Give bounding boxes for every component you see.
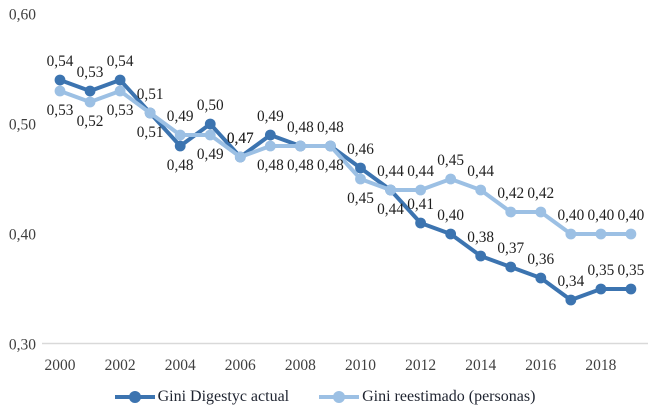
data-label: 0,42	[527, 185, 554, 202]
data-point	[565, 228, 577, 240]
legend-label: Gini reestimado (personas)	[362, 388, 536, 405]
data-point	[355, 173, 366, 185]
legend-label: Gini Digestyc actual	[157, 388, 290, 405]
data-point	[415, 184, 426, 196]
data-point	[264, 140, 276, 152]
data-label: 0,44	[467, 163, 494, 180]
data-point	[144, 107, 156, 119]
data-point	[325, 140, 336, 152]
data-point	[355, 162, 366, 174]
x-axis-tick-label: 2014	[465, 357, 496, 374]
data-label: 0,40	[588, 207, 615, 224]
data-point	[174, 140, 186, 152]
x-axis-tick-label: 2010	[345, 357, 376, 374]
data-point	[415, 217, 426, 229]
data-label: 0,53	[107, 102, 134, 119]
data-point	[595, 228, 607, 240]
data-label: 0,48	[167, 157, 194, 174]
x-axis-tick-label: 2008	[285, 357, 316, 374]
data-point	[625, 283, 637, 295]
data-label: 0,54	[107, 53, 134, 70]
data-label: 0,44	[407, 163, 434, 180]
data-label: 0,45	[437, 152, 464, 169]
chart-plot-area: 0,60 0,50 0,40 0,30 2000 2002 2004 2006 2008 2010…	[9, 7, 648, 374]
data-label: 0,53	[47, 102, 74, 119]
data-point	[54, 85, 66, 97]
data-label: 0,49	[167, 108, 194, 125]
data-label: 0,37	[497, 240, 524, 257]
data-point	[505, 261, 517, 273]
data-point	[445, 173, 457, 185]
data-label: 0,51	[137, 124, 164, 141]
data-label: 0,36	[527, 251, 554, 268]
data-label: 0,45	[347, 190, 374, 207]
data-point	[234, 151, 246, 163]
data-label: 0,41	[407, 196, 434, 213]
data-label: 0,48	[257, 157, 284, 174]
data-label: 0,52	[77, 113, 104, 130]
data-label: 0,40	[557, 207, 584, 224]
data-point	[505, 206, 517, 218]
data-label: 0,50	[197, 97, 224, 114]
data-label: 0,47	[227, 130, 254, 147]
data-label: 0,38	[467, 229, 494, 246]
data-label: 0,40	[437, 207, 464, 224]
chart-legend: Gini Digestyc actual Gini reestimado (pe…	[0, 388, 650, 406]
x-axis-tick-label: 2016	[525, 357, 556, 374]
y-axis-tick-label: 0,30	[9, 337, 36, 354]
data-point	[54, 74, 66, 86]
data-point	[295, 140, 306, 152]
data-label: 0,35	[618, 262, 645, 279]
x-axis-tick-label: 2002	[105, 357, 136, 374]
y-axis-tick-label: 0,40	[9, 227, 36, 244]
legend-item-gini-reestimado-personas: Gini reestimado (personas)	[319, 388, 535, 406]
data-label: 0,47	[227, 130, 254, 147]
x-axis-tick-label: 2012	[405, 357, 436, 374]
data-point	[385, 184, 396, 196]
data-point	[84, 85, 96, 97]
x-axis-tick-label: 2004	[165, 357, 196, 374]
legend-item-gini-digestyc-actual: Gini Digestyc actual	[114, 388, 290, 406]
data-label: 0,48	[287, 119, 314, 136]
data-point	[535, 206, 547, 218]
x-axis-tick-label: 2018	[585, 357, 616, 374]
data-label: 0,49	[197, 146, 224, 163]
data-point	[264, 129, 276, 141]
data-label: 0,48	[287, 157, 314, 174]
y-axis-tick-label: 0,60	[9, 7, 36, 24]
line-marker-icon	[319, 391, 360, 403]
data-point	[475, 184, 487, 196]
y-axis-tick-label: 0,50	[9, 117, 36, 134]
x-axis-tick-label: 2000	[45, 357, 76, 374]
data-label: 0,42	[497, 185, 524, 202]
line-marker-icon	[114, 391, 155, 403]
data-point	[625, 228, 637, 240]
data-point	[84, 96, 96, 108]
data-point	[595, 283, 607, 295]
data-point	[565, 294, 577, 306]
data-point	[114, 85, 126, 97]
data-label: 0,53	[77, 64, 104, 81]
data-label: 0,44	[377, 163, 404, 180]
data-label: 0,34	[557, 273, 584, 290]
data-point	[114, 74, 126, 86]
data-label: 0,48	[317, 119, 344, 136]
x-axis-tick-label: 2006	[225, 357, 256, 374]
data-label: 0,44	[377, 201, 404, 218]
data-point	[204, 118, 216, 130]
data-point	[204, 129, 216, 141]
data-point	[475, 250, 487, 262]
data-label: 0,46	[347, 141, 374, 158]
data-label: 0,35	[588, 262, 615, 279]
data-point	[535, 272, 547, 284]
data-point	[174, 129, 186, 141]
data-label: 0,49	[257, 108, 284, 125]
data-label: 0,48	[317, 157, 344, 174]
data-label: 0,51	[137, 86, 164, 103]
data-point	[445, 228, 457, 240]
data-label: 0,54	[47, 53, 74, 70]
data-label: 0,40	[618, 207, 645, 224]
